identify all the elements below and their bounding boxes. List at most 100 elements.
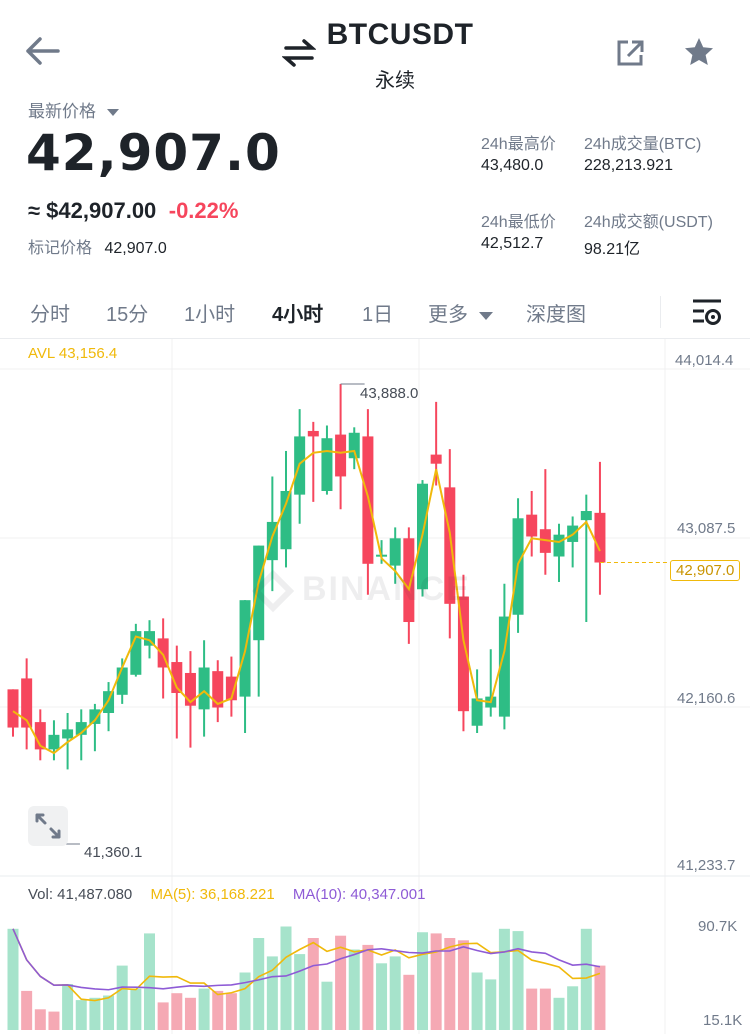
volume-bar-20: [280, 926, 292, 1030]
volume-bar-12: [171, 993, 183, 1030]
volume-bar-43: [594, 965, 606, 1030]
tab-timeline[interactable]: 分时: [30, 304, 70, 326]
volume-bar-5: [75, 1000, 87, 1030]
current-price-tag: 42,907.0: [670, 560, 741, 581]
candle-body-18: [253, 545, 265, 641]
volume-bar-39: [539, 988, 551, 1030]
candle-body-9: [130, 631, 142, 675]
tab-4h[interactable]: 4小时: [272, 304, 324, 326]
volume-bar-30: [417, 932, 428, 1030]
candle-body-16: [225, 676, 237, 701]
volume-bar-42: [580, 928, 592, 1030]
volume-axis-top: 90.7K: [698, 918, 738, 935]
star-icon[interactable]: [683, 36, 715, 68]
price-axis-label-1: 44,014.4: [675, 352, 734, 369]
candle-body-2: [34, 722, 46, 750]
latest-price-label-text: 最新价格: [28, 102, 96, 121]
latest-price-label[interactable]: 最新价格: [28, 97, 119, 122]
volume-ma10-line: [12, 928, 601, 991]
tab-1h[interactable]: 1小时: [184, 304, 236, 326]
ma5-value: MA(5): 36,168.221: [150, 886, 275, 903]
volume-bar-26: [362, 944, 374, 1030]
symbol-title[interactable]: BTCUSDT: [326, 18, 474, 51]
vol-value: Vol: 41,487.080: [28, 886, 133, 903]
candle-body-25: [348, 432, 360, 459]
candle-body-8: [116, 667, 128, 695]
volume-bar-11: [157, 1002, 169, 1030]
volume-bar-37: [512, 931, 524, 1030]
candle-body-20: [280, 490, 292, 550]
candle-body-22: [307, 430, 319, 437]
volume-bar-35: [485, 979, 497, 1030]
candle-body-19: [266, 521, 278, 561]
candle-body-29: [403, 538, 415, 623]
candlestick-chart[interactable]: [0, 339, 750, 1034]
candle-body-3: [48, 734, 60, 750]
volume-bar-13: [184, 997, 196, 1030]
share-icon[interactable]: [614, 38, 646, 68]
volume-bar-22: [307, 938, 319, 1030]
swap-arrows-icon[interactable]: [281, 38, 317, 68]
vol-usdt-value: 98.21亿: [584, 241, 641, 258]
chart-settings-icon[interactable]: [690, 296, 724, 328]
volume-bar-32: [444, 938, 456, 1030]
ma-line: [12, 449, 601, 755]
candle-body-31: [430, 454, 442, 464]
volume-bar-16: [225, 993, 237, 1030]
candle-body-5: [75, 722, 87, 735]
volume-bar-0: [7, 928, 19, 1030]
tab-15m[interactable]: 15分: [106, 304, 149, 326]
expand-chart-icon[interactable]: [28, 806, 68, 846]
watermark-text: BINANCE: [302, 570, 471, 608]
approx-usd: ≈ $42,907.00: [28, 198, 157, 223]
volume-bar-9: [130, 988, 142, 1030]
vol-btc-value: 228,213.921: [584, 157, 673, 174]
candle-body-43: [594, 512, 606, 563]
binance-watermark: BINANCE: [251, 569, 471, 613]
mark-price-value: 42,907.0: [104, 240, 167, 257]
volume-bar-41: [567, 986, 579, 1030]
candle-body-40: [553, 534, 565, 557]
volume-info-row: Vol: 41,487.080 MA(5): 36,168.221 MA(10)…: [28, 886, 425, 903]
volume-axis-bottom: 15.1K: [703, 1012, 743, 1029]
candle-body-7: [103, 691, 115, 713]
tabs-divider: [0, 338, 750, 339]
volume-bar-19: [266, 956, 278, 1030]
volume-bar-7: [103, 995, 115, 1030]
candle-body-12: [171, 662, 183, 693]
volume-bar-27: [376, 963, 388, 1030]
volume-bar-2: [34, 1009, 46, 1030]
candle-body-34: [471, 698, 483, 726]
vol-btc-label: 24h成交量(BTC): [584, 136, 702, 153]
volume-bar-34: [471, 972, 483, 1030]
volume-bar-18: [253, 938, 265, 1030]
tab-1d[interactable]: 1日: [362, 304, 394, 326]
candle-body-14: [198, 667, 210, 710]
candle-body-32: [444, 487, 456, 604]
volume-bar-33: [457, 940, 469, 1030]
volume-bar-40: [553, 997, 565, 1030]
candle-body-6: [89, 709, 101, 724]
low-marker-label: 41,360.1: [84, 844, 143, 861]
volume-bar-10: [144, 933, 155, 1030]
low-24h-label: 24h最低价: [481, 214, 556, 231]
dropdown-caret-icon: [106, 109, 119, 117]
price-axis-label-2: 43,087.5: [677, 520, 736, 537]
avl-label: AVL 43,156.4: [28, 345, 118, 362]
mark-price-row: 标记价格 42,907.0: [28, 234, 167, 258]
volume-bar-17: [239, 972, 251, 1030]
volume-bar-21: [294, 954, 306, 1030]
candle-body-1: [21, 678, 33, 728]
volume-bar-28: [389, 956, 401, 1030]
candle-body-4: [62, 729, 74, 739]
high-24h-label: 24h最高价: [481, 136, 556, 153]
tab-more[interactable]: 更多: [428, 298, 493, 327]
candle-body-13: [184, 672, 196, 706]
candle-body-33: [457, 596, 469, 712]
tab-separator: [660, 296, 661, 328]
back-arrow-icon[interactable]: [24, 34, 64, 68]
high-24h-value: 43,480.0: [481, 157, 544, 174]
volume-bar-25: [348, 949, 360, 1030]
candle-body-28: [389, 538, 401, 566]
tab-depth[interactable]: 深度图: [526, 304, 586, 326]
